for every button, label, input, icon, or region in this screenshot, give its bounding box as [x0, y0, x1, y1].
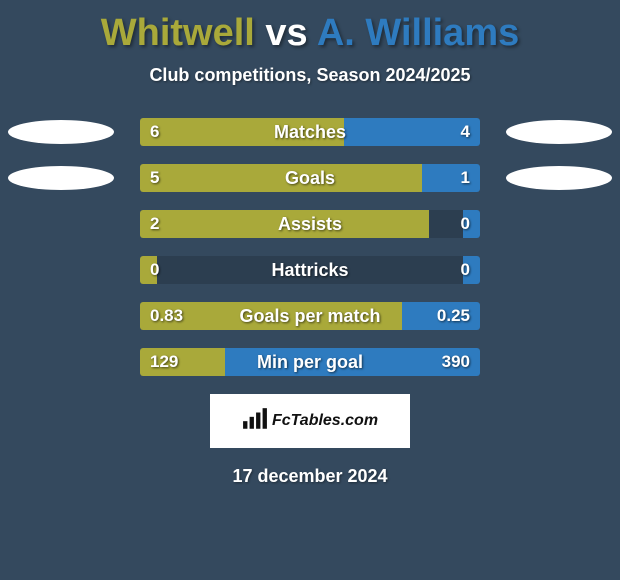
stat-label: Matches: [140, 118, 480, 146]
stat-bar-track: 64Matches: [140, 118, 480, 146]
stat-label: Min per goal: [140, 348, 480, 376]
stat-bar-track: 20Assists: [140, 210, 480, 238]
brand-text: FcTables.com: [272, 412, 378, 430]
subtitle: Club competitions, Season 2024/2025: [0, 65, 620, 86]
stat-row: 20Assists: [0, 210, 620, 238]
stats-container: 64Matches 51Goals 20Assists 00Hattricks 0.83…: [0, 118, 620, 376]
player1-marker: [8, 120, 114, 144]
stat-row: 0.830.25Goals per match: [0, 302, 620, 330]
stat-bar-track: 51Goals: [140, 164, 480, 192]
chart-icon: [242, 408, 268, 435]
player2-marker: [506, 166, 612, 190]
player2-marker: [506, 120, 612, 144]
player2-name: A. Williams: [317, 12, 519, 54]
comparison-title: Whitwell vs A. Williams: [0, 0, 620, 55]
stat-bar-track: 0.830.25Goals per match: [140, 302, 480, 330]
vs-label: vs: [265, 12, 307, 54]
player1-name: Whitwell: [101, 12, 255, 54]
date-label: 17 december 2024: [0, 466, 620, 487]
brand-box: FcTables.com: [210, 394, 410, 448]
stat-row: 00Hattricks: [0, 256, 620, 284]
stat-bar-track: 00Hattricks: [140, 256, 480, 284]
stat-bar-track: 129390Min per goal: [140, 348, 480, 376]
stat-row: 51Goals: [0, 164, 620, 192]
stat-row: 64Matches: [0, 118, 620, 146]
stat-label: Assists: [140, 210, 480, 238]
stat-label: Hattricks: [140, 256, 480, 284]
stat-label: Goals: [140, 164, 480, 192]
stat-label: Goals per match: [140, 302, 480, 330]
stat-row: 129390Min per goal: [0, 348, 620, 376]
player1-marker: [8, 166, 114, 190]
